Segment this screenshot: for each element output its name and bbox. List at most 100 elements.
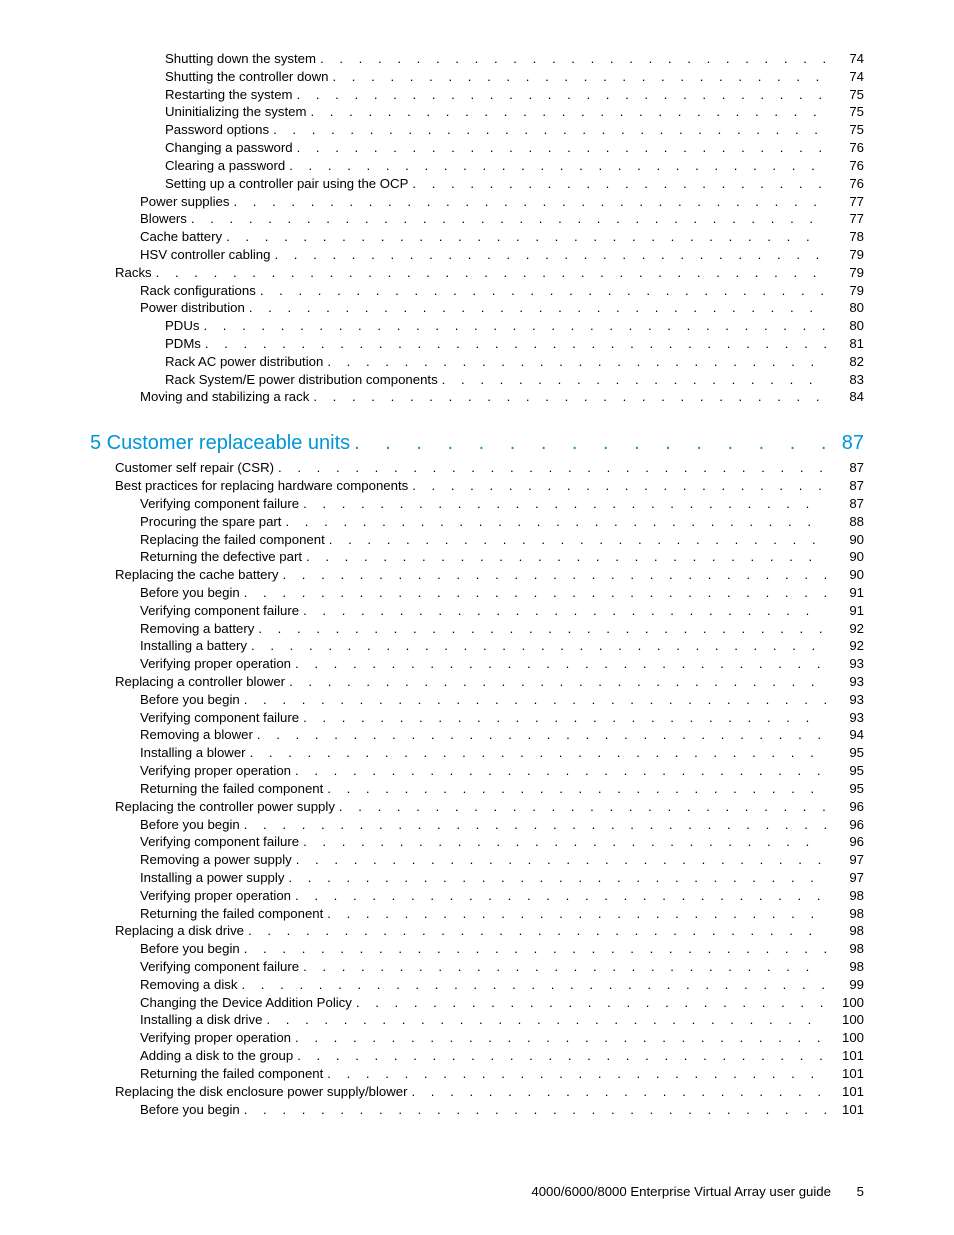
toc-entry[interactable]: Installing a battery. . . . . . . . . . …: [90, 637, 864, 655]
toc-entry[interactable]: Replacing the disk enclosure power suppl…: [90, 1083, 864, 1101]
toc-entry[interactable]: HSV controller cabling. . . . . . . . . …: [90, 246, 864, 264]
page-footer: 4000/6000/8000 Enterprise Virtual Array …: [531, 1184, 864, 1199]
toc-entry-page: 91: [830, 602, 864, 620]
toc-entry-label: Best practices for replacing hardware co…: [115, 477, 408, 495]
toc-entry-page: 100: [830, 1029, 864, 1047]
leader-dots: . . . . . . . . . . . . . . . . . . . . …: [295, 1029, 826, 1047]
toc-entry-page: 75: [830, 103, 864, 121]
toc-entry[interactable]: Adding a disk to the group. . . . . . . …: [90, 1047, 864, 1065]
toc-entry-label: Removing a disk: [140, 976, 237, 994]
toc-entry[interactable]: Before you begin. . . . . . . . . . . . …: [90, 584, 864, 602]
toc-entry-label: Before you begin: [140, 816, 240, 834]
toc-entry[interactable]: Customer self repair (CSR). . . . . . . …: [90, 459, 864, 477]
leader-dots: . . . . . . . . . . . . . . . . . . . . …: [354, 432, 826, 455]
toc-entry-page: 90: [830, 566, 864, 584]
toc-entry[interactable]: Verifying component failure. . . . . . .…: [90, 833, 864, 851]
toc-entry[interactable]: Replacing the controller power supply. .…: [90, 798, 864, 816]
toc-entry[interactable]: Returning the defective part. . . . . . …: [90, 548, 864, 566]
toc-entry[interactable]: Power supplies. . . . . . . . . . . . . …: [90, 193, 864, 211]
leader-dots: . . . . . . . . . . . . . . . . . . . . …: [244, 691, 826, 709]
toc-entry[interactable]: Verifying proper operation. . . . . . . …: [90, 1029, 864, 1047]
toc-entry-page: 101: [830, 1101, 864, 1119]
toc-entry[interactable]: Power distribution. . . . . . . . . . . …: [90, 299, 864, 317]
toc-entry-page: 100: [830, 994, 864, 1012]
toc-entry[interactable]: Returning the failed component. . . . . …: [90, 905, 864, 923]
toc-entry[interactable]: Verifying component failure. . . . . . .…: [90, 709, 864, 727]
toc-entry-page: 93: [830, 655, 864, 673]
toc-entry[interactable]: Replacing a controller blower. . . . . .…: [90, 673, 864, 691]
toc-entry[interactable]: PDUs. . . . . . . . . . . . . . . . . . …: [90, 317, 864, 335]
toc-entry-page: 74: [830, 50, 864, 68]
toc-entry-label: PDMs: [165, 335, 201, 353]
leader-dots: . . . . . . . . . . . . . . . . . . . . …: [233, 193, 826, 211]
chapter-page: 87: [830, 432, 864, 455]
toc-entry[interactable]: Password options. . . . . . . . . . . . …: [90, 121, 864, 139]
toc-entry[interactable]: Best practices for replacing hardware co…: [90, 477, 864, 495]
toc-entry[interactable]: Changing a password. . . . . . . . . . .…: [90, 139, 864, 157]
toc-entry[interactable]: Verifying component failure. . . . . . .…: [90, 958, 864, 976]
toc-entry[interactable]: Shutting the controller down. . . . . . …: [90, 68, 864, 86]
toc-entry[interactable]: Before you begin. . . . . . . . . . . . …: [90, 816, 864, 834]
toc-entry[interactable]: Replacing a disk drive. . . . . . . . . …: [90, 922, 864, 940]
leader-dots: . . . . . . . . . . . . . . . . . . . . …: [244, 940, 826, 958]
toc-entry[interactable]: Removing a battery. . . . . . . . . . . …: [90, 620, 864, 638]
toc-entry[interactable]: Verifying proper operation. . . . . . . …: [90, 887, 864, 905]
leader-dots: . . . . . . . . . . . . . . . . . . . . …: [248, 922, 826, 940]
toc-entry[interactable]: Before you begin. . . . . . . . . . . . …: [90, 691, 864, 709]
toc-entry[interactable]: Returning the failed component. . . . . …: [90, 1065, 864, 1083]
toc-entry[interactable]: Rack System/E power distribution compone…: [90, 371, 864, 389]
toc-entry[interactable]: Removing a disk. . . . . . . . . . . . .…: [90, 976, 864, 994]
toc-entry-label: Setting up a controller pair using the O…: [165, 175, 408, 193]
toc-entry-page: 80: [830, 299, 864, 317]
toc-entry[interactable]: Before you begin. . . . . . . . . . . . …: [90, 940, 864, 958]
toc-entry[interactable]: Replacing the failed component. . . . . …: [90, 531, 864, 549]
toc-entry[interactable]: PDMs. . . . . . . . . . . . . . . . . . …: [90, 335, 864, 353]
toc-entry[interactable]: Blowers. . . . . . . . . . . . . . . . .…: [90, 210, 864, 228]
leader-dots: . . . . . . . . . . . . . . . . . . . . …: [327, 780, 826, 798]
toc-entry[interactable]: Installing a power supply. . . . . . . .…: [90, 869, 864, 887]
toc-entry-page: 95: [830, 744, 864, 762]
toc-entry[interactable]: Cache battery. . . . . . . . . . . . . .…: [90, 228, 864, 246]
toc-entry-label: Replacing a disk drive: [115, 922, 244, 940]
toc-entry[interactable]: Changing the Device Addition Policy. . .…: [90, 994, 864, 1012]
toc-entry[interactable]: Verifying proper operation. . . . . . . …: [90, 762, 864, 780]
toc-entry[interactable]: Returning the failed component. . . . . …: [90, 780, 864, 798]
toc-entry[interactable]: Verifying component failure. . . . . . .…: [90, 602, 864, 620]
toc-entry[interactable]: Procuring the spare part. . . . . . . . …: [90, 513, 864, 531]
toc-entry-label: Verifying component failure: [140, 709, 299, 727]
toc-entry[interactable]: Verifying component failure. . . . . . .…: [90, 495, 864, 513]
leader-dots: . . . . . . . . . . . . . . . . . . . . …: [295, 762, 826, 780]
leader-dots: . . . . . . . . . . . . . . . . . . . . …: [327, 905, 826, 923]
chapter-heading[interactable]: 5 Customer replaceable units . . . . . .…: [90, 432, 864, 455]
leader-dots: . . . . . . . . . . . . . . . . . . . . …: [295, 655, 826, 673]
leader-dots: . . . . . . . . . . . . . . . . . . . . …: [241, 976, 826, 994]
toc-entry[interactable]: Removing a power supply. . . . . . . . .…: [90, 851, 864, 869]
toc-entry[interactable]: Setting up a controller pair using the O…: [90, 175, 864, 193]
toc-entry-label: HSV controller cabling: [140, 246, 270, 264]
toc-entry[interactable]: Shutting down the system. . . . . . . . …: [90, 50, 864, 68]
toc-entry[interactable]: Clearing a password. . . . . . . . . . .…: [90, 157, 864, 175]
toc-entry[interactable]: Verifying proper operation. . . . . . . …: [90, 655, 864, 673]
leader-dots: . . . . . . . . . . . . . . . . . . . . …: [412, 175, 826, 193]
toc-entry-page: 92: [830, 637, 864, 655]
toc-entry[interactable]: Before you begin. . . . . . . . . . . . …: [90, 1101, 864, 1119]
leader-dots: . . . . . . . . . . . . . . . . . . . . …: [339, 798, 826, 816]
toc-entry-page: 77: [830, 210, 864, 228]
toc-entry[interactable]: Installing a disk drive. . . . . . . . .…: [90, 1011, 864, 1029]
toc-entry[interactable]: Moving and stabilizing a rack. . . . . .…: [90, 388, 864, 406]
leader-dots: . . . . . . . . . . . . . . . . . . . . …: [249, 299, 826, 317]
toc-entry[interactable]: Rack configurations. . . . . . . . . . .…: [90, 282, 864, 300]
toc-entry-page: 98: [830, 958, 864, 976]
toc-entry[interactable]: Uninitializing the system. . . . . . . .…: [90, 103, 864, 121]
leader-dots: . . . . . . . . . . . . . . . . . . . . …: [191, 210, 826, 228]
leader-dots: . . . . . . . . . . . . . . . . . . . . …: [244, 816, 826, 834]
toc-entry[interactable]: Installing a blower. . . . . . . . . . .…: [90, 744, 864, 762]
toc-entry[interactable]: Restarting the system. . . . . . . . . .…: [90, 86, 864, 104]
toc-entry[interactable]: Rack AC power distribution. . . . . . . …: [90, 353, 864, 371]
toc-entry-page: 90: [830, 531, 864, 549]
toc-entry-page: 88: [830, 513, 864, 531]
leader-dots: . . . . . . . . . . . . . . . . . . . . …: [303, 602, 826, 620]
toc-entry[interactable]: Removing a blower. . . . . . . . . . . .…: [90, 726, 864, 744]
toc-entry[interactable]: Racks. . . . . . . . . . . . . . . . . .…: [90, 264, 864, 282]
toc-entry[interactable]: Replacing the cache battery. . . . . . .…: [90, 566, 864, 584]
